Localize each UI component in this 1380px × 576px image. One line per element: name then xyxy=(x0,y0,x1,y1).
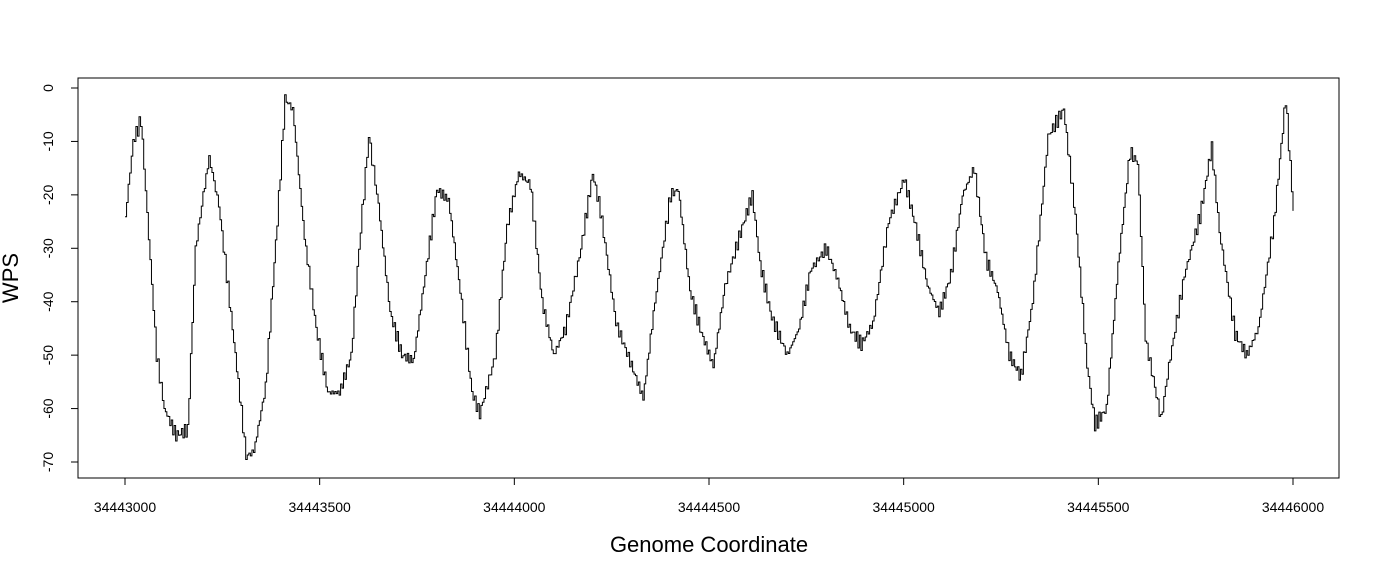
x-tick-label: 34446000 xyxy=(1262,499,1325,515)
x-tick-label: 34443500 xyxy=(289,499,352,515)
y-tick-label: -20 xyxy=(40,185,56,205)
x-axis: 34443000 34443500 34444000 34444500 34445000… xyxy=(94,477,1325,515)
y-tick-label: -60 xyxy=(40,398,56,418)
x-tick-label: 34445500 xyxy=(1067,499,1130,515)
y-tick-label: -70 xyxy=(40,452,56,472)
x-tick-label: 34444000 xyxy=(483,499,546,515)
y-axis: 0 -10 -20 -30 -40 -50 -60 -70 xyxy=(40,84,79,472)
y-tick-label: -10 xyxy=(40,131,56,151)
x-tick-label: 34445000 xyxy=(873,499,936,515)
y-axis-title: WPS xyxy=(0,253,23,303)
y-tick-label: -50 xyxy=(40,345,56,365)
x-tick-label: 34444500 xyxy=(678,499,741,515)
x-tick-label: 34443000 xyxy=(94,499,157,515)
x-axis-title: Genome Coordinate xyxy=(610,532,808,557)
wps-series-line xyxy=(125,94,1294,460)
plot-frame xyxy=(77,77,1340,479)
y-tick-label: -40 xyxy=(40,291,56,311)
y-tick-label: -30 xyxy=(40,238,56,258)
y-tick-label: 0 xyxy=(40,84,56,92)
